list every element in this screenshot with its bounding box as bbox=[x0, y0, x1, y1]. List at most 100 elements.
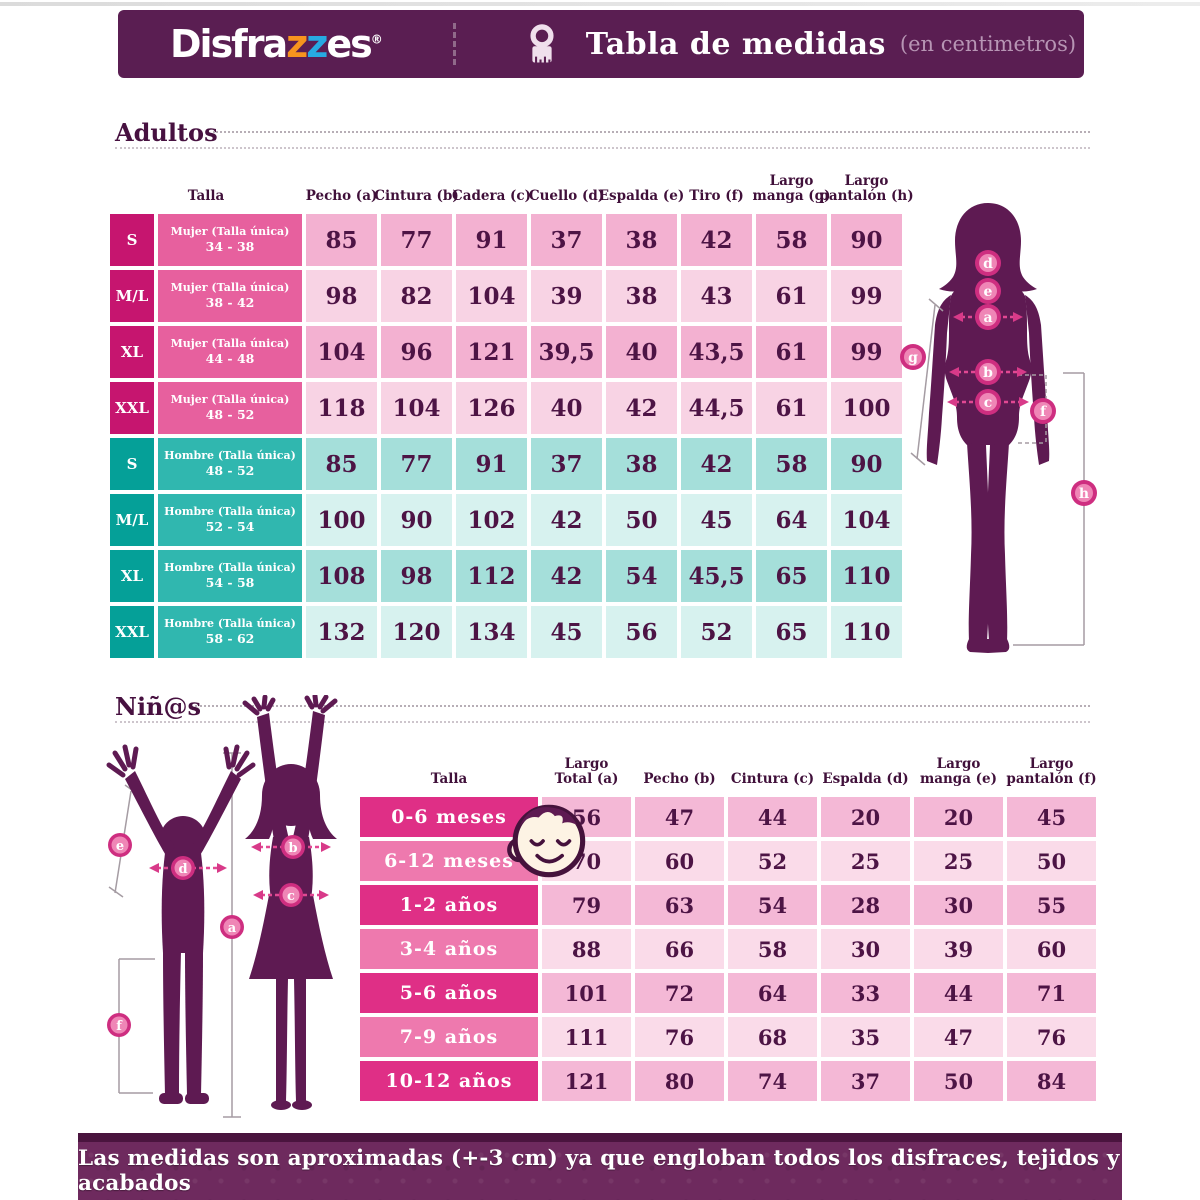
adults-size-cell: XXL bbox=[110, 382, 154, 434]
adults-value-cell: 56 bbox=[606, 606, 677, 658]
marker-b: b bbox=[983, 365, 993, 381]
adults-group-range: 44 - 48 bbox=[205, 351, 255, 367]
adults-value-cell: 42 bbox=[681, 438, 752, 490]
kids-value-cell: 84 bbox=[1007, 1061, 1096, 1101]
brand-logo: Disfrazzes® bbox=[170, 22, 383, 66]
marker-h: h bbox=[1079, 486, 1089, 502]
adults-group-range: 52 - 54 bbox=[205, 519, 255, 535]
logo-z2: z bbox=[306, 22, 328, 66]
adults-value-cell: 90 bbox=[831, 438, 902, 490]
adults-value-cell: 96 bbox=[381, 326, 452, 378]
adults-value-cell: 98 bbox=[381, 550, 452, 602]
adults-column-header: Pecho (a) bbox=[305, 187, 378, 204]
adults-value-cell: 43,5 bbox=[681, 326, 752, 378]
kids-value-cell: 60 bbox=[635, 841, 724, 881]
footer-bar: Las medidas son aproximadas (+-3 cm) ya … bbox=[78, 1133, 1122, 1200]
adults-value-cell: 99 bbox=[831, 326, 902, 378]
adults-table: Talla Pecho (a) Cintura (b) Cadera (c) Cuell… bbox=[110, 160, 914, 658]
adults-group-cell: Mujer (Talla única) 44 - 48 bbox=[158, 326, 302, 378]
kids-value-cell: 45 bbox=[1007, 797, 1096, 837]
header-divider bbox=[452, 23, 456, 65]
adults-column-header: Cintura (b) bbox=[374, 187, 459, 204]
kids-value-cell: 33 bbox=[821, 973, 910, 1013]
marker-d: d bbox=[178, 862, 187, 877]
adults-value-cell: 44,5 bbox=[681, 382, 752, 434]
kids-column-header: Largo Total (a) bbox=[554, 755, 619, 787]
adults-value-cell: 38 bbox=[606, 214, 677, 266]
adults-group-cell: Mujer (Talla única) 48 - 52 bbox=[158, 382, 302, 434]
kids-silhouettes-figure: e d b c a f bbox=[106, 695, 338, 1118]
adults-column-header: Tiro (f) bbox=[689, 187, 744, 204]
adults-group-cell: Hombre (Talla única) 52 - 54 bbox=[158, 494, 302, 546]
dotted-rule bbox=[195, 705, 1090, 707]
adults-value-cell: 104 bbox=[381, 382, 452, 434]
adults-value-cell: 108 bbox=[306, 550, 377, 602]
adults-size-cell: M/L bbox=[110, 270, 154, 322]
adults-value-cell: 39,5 bbox=[531, 326, 602, 378]
adults-value-cell: 39 bbox=[531, 270, 602, 322]
kids-column-header: Espalda (d) bbox=[822, 770, 909, 787]
kids-size-cell: 10-12 años bbox=[360, 1061, 538, 1101]
woman-silhouette-figure: d e a b c g f h bbox=[900, 203, 1097, 653]
kids-value-cell: 58 bbox=[728, 929, 817, 969]
kids-size-cell: 7-9 años bbox=[360, 1017, 538, 1057]
adults-value-cell: 50 bbox=[606, 494, 677, 546]
adults-value-cell: 90 bbox=[831, 214, 902, 266]
kids-table: Talla Largo Total (a) Pecho (b) Cintura (c) E… bbox=[360, 735, 1097, 1101]
footer-note: Las medidas son aproximadas (+-3 cm) ya … bbox=[78, 1146, 1120, 1196]
kids-size-cell: 3-4 años bbox=[360, 929, 538, 969]
adults-group-cell: Mujer (Talla única) 38 - 42 bbox=[158, 270, 302, 322]
arrowheads bbox=[947, 312, 1029, 407]
top-edge-artifact bbox=[0, 2, 1200, 6]
adults-column-header: Largo manga (g) bbox=[752, 172, 831, 204]
kids-value-cell: 72 bbox=[635, 973, 724, 1013]
kids-value-cell: 54 bbox=[728, 885, 817, 925]
adults-value-cell: 110 bbox=[831, 550, 902, 602]
adults-value-cell: 120 bbox=[381, 606, 452, 658]
kids-section-head: Niñ@s bbox=[115, 692, 1090, 726]
adults-value-cell: 85 bbox=[306, 438, 377, 490]
marker-d: d bbox=[983, 256, 993, 272]
adults-group-cell: Mujer (Talla única) 34 - 38 bbox=[158, 214, 302, 266]
kids-column-header: Pecho (b) bbox=[643, 770, 716, 787]
kids-value-cell: 68 bbox=[728, 1017, 817, 1057]
adults-value-cell: 64 bbox=[756, 494, 827, 546]
kids-value-cell: 71 bbox=[1007, 973, 1096, 1013]
adults-value-cell: 38 bbox=[606, 438, 677, 490]
adults-value-cell: 110 bbox=[831, 606, 902, 658]
adults-column-header: Talla bbox=[187, 187, 225, 204]
adults-value-cell: 91 bbox=[456, 214, 527, 266]
kids-value-cell: 47 bbox=[914, 1017, 1003, 1057]
kids-column-header: Cintura (c) bbox=[730, 770, 815, 787]
adults-group-label: Hombre (Talla única) bbox=[164, 616, 296, 630]
registered-mark: ® bbox=[370, 32, 383, 47]
kids-value-cell: 50 bbox=[914, 1061, 1003, 1101]
logo-z1: z bbox=[286, 22, 308, 66]
page-subtitle: (en centimetros) bbox=[899, 32, 1077, 56]
adults-value-cell: 61 bbox=[756, 382, 827, 434]
kids-value-cell: 44 bbox=[914, 973, 1003, 1013]
adults-value-cell: 61 bbox=[756, 326, 827, 378]
logo-text: Disfra bbox=[170, 22, 288, 66]
kids-value-cell: 88 bbox=[542, 929, 631, 969]
adults-group-label: Mujer (Talla única) bbox=[170, 224, 290, 238]
kids-value-cell: 47 bbox=[635, 797, 724, 837]
marker-f: f bbox=[116, 1019, 123, 1034]
adults-value-cell: 104 bbox=[456, 270, 527, 322]
adults-group-label: Mujer (Talla única) bbox=[170, 392, 290, 406]
kids-value-cell: 20 bbox=[914, 797, 1003, 837]
adults-group-range: 54 - 58 bbox=[205, 575, 255, 591]
adults-value-cell: 52 bbox=[681, 606, 752, 658]
marker-c: c bbox=[287, 889, 295, 904]
measuring-tape-icon bbox=[530, 24, 554, 63]
header-bar: Disfrazzes® Tabla de medidas (en centime… bbox=[118, 10, 1084, 78]
kids-value-cell: 44 bbox=[728, 797, 817, 837]
kids-value-cell: 60 bbox=[1007, 929, 1096, 969]
kids-value-cell: 50 bbox=[1007, 841, 1096, 881]
kids-column-header: Largo manga (e) bbox=[919, 755, 998, 787]
adults-column-header: Espalda (e) bbox=[598, 187, 685, 204]
adults-value-cell: 61 bbox=[756, 270, 827, 322]
kids-value-cell: 52 bbox=[728, 841, 817, 881]
adults-size-cell: M/L bbox=[110, 494, 154, 546]
